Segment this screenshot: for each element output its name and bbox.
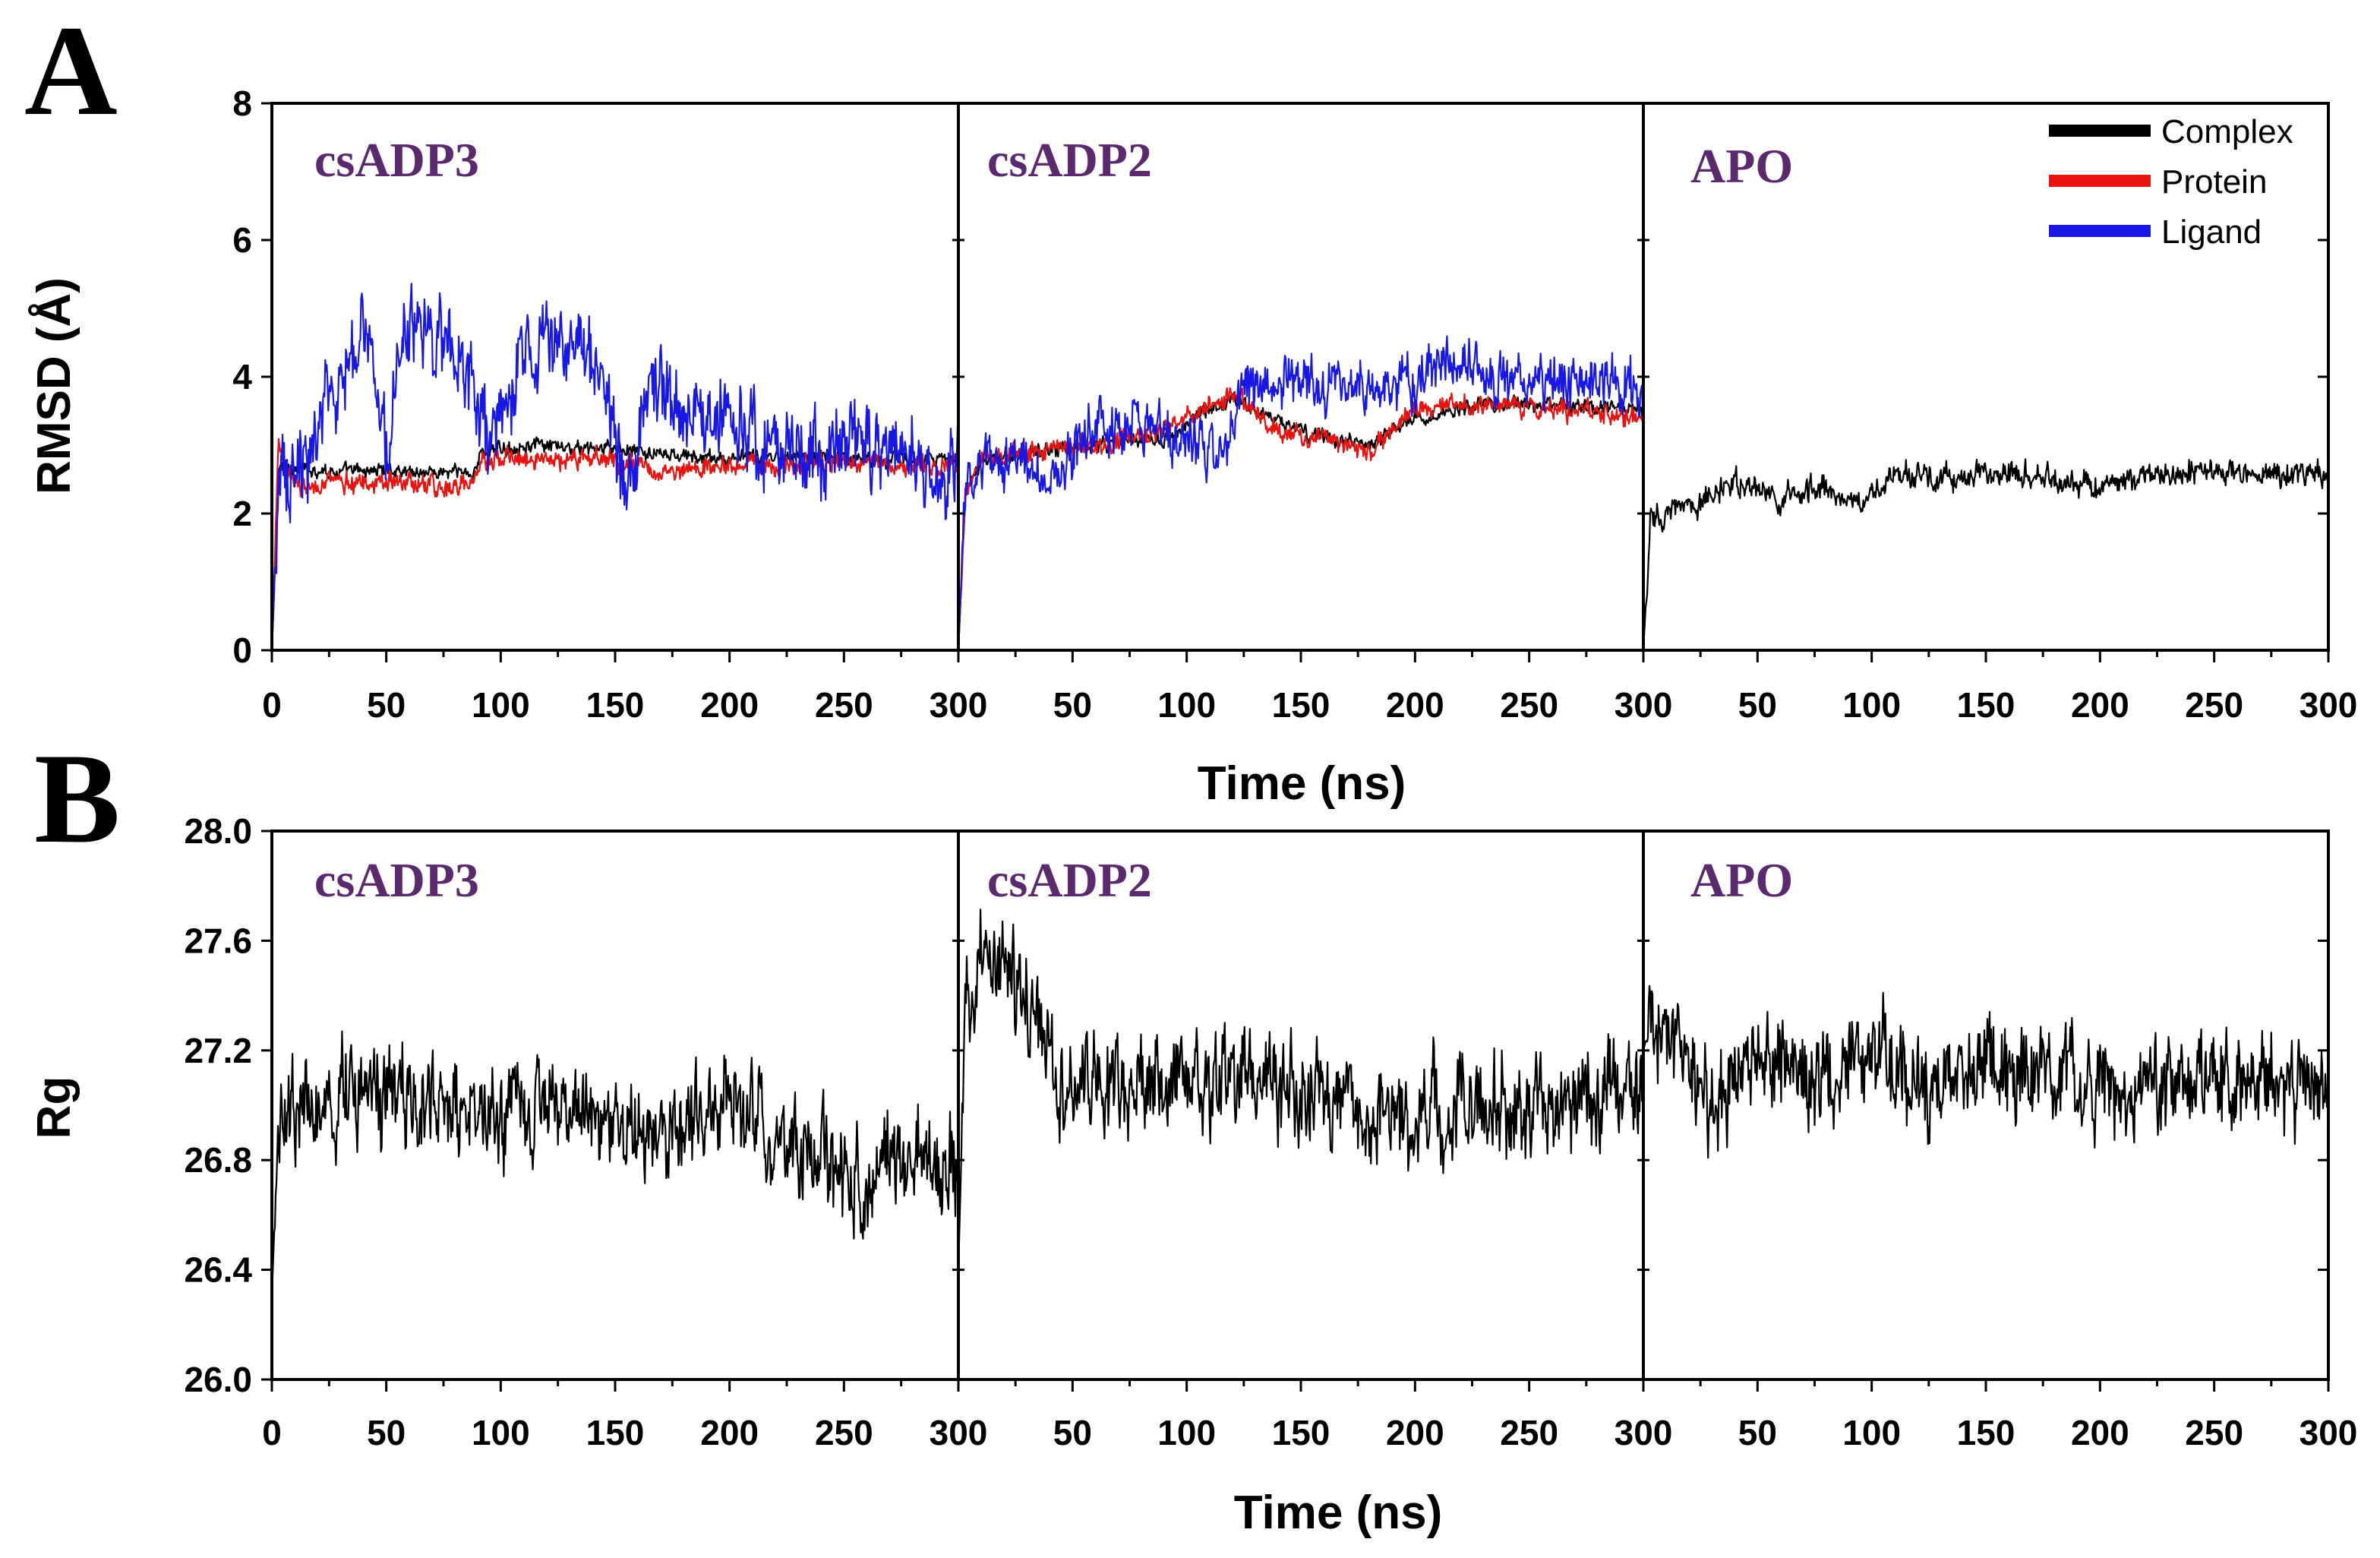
- ylabel-b: Rg: [28, 1076, 80, 1139]
- x-tick-label: 250: [815, 1413, 873, 1452]
- x-tick-label: 0: [262, 685, 282, 725]
- legend-label-ligand: Ligand: [2161, 213, 2262, 251]
- x-tick-label: 150: [586, 1413, 645, 1452]
- series-a-1-protein: [957, 387, 1645, 651]
- x-tick-label: 100: [1842, 685, 1901, 725]
- y-tick-label: 28.0: [184, 811, 252, 851]
- x-tick-label: 100: [1157, 1413, 1216, 1452]
- x-tick-label: 150: [1957, 685, 2015, 725]
- subplot-title-b-2: APO: [1690, 853, 1793, 907]
- subplot-title-a-0: csADP3: [314, 133, 479, 187]
- axes-layer: 0 2 4 6 8 0 50 100 150 200 250 300 50 100 150 200 250 300…: [184, 84, 2357, 1452]
- x-tick-label: 300: [930, 1413, 988, 1452]
- y-tick-label: 4: [232, 357, 252, 397]
- x-tick-label: 200: [700, 1413, 759, 1452]
- x-tick-label: 200: [700, 685, 759, 725]
- x-tick-label: 100: [472, 1413, 530, 1452]
- x-tick-label: 50: [1738, 1413, 1777, 1452]
- xlabel-a: Time (ns): [1198, 757, 1406, 810]
- x-tick-label: 50: [1053, 685, 1092, 725]
- x-tick-label: 250: [2185, 685, 2243, 725]
- y-tick-label: 26.0: [184, 1360, 252, 1399]
- x-tick-label: 200: [1386, 1413, 1444, 1452]
- xlabel-b: Time (ns): [1234, 1487, 1442, 1539]
- traces-layer: [270, 283, 2330, 1297]
- x-tick-label: 0: [262, 1413, 282, 1452]
- subplot-title-a-1: csADP2: [987, 133, 1152, 187]
- y-tick-label: 27.2: [184, 1031, 252, 1070]
- series-a-0-ligand: [270, 283, 960, 651]
- x-tick-label: 250: [1500, 685, 1558, 725]
- x-tick-label: 300: [930, 685, 988, 725]
- series-a-2-complex: [1642, 458, 2330, 651]
- legend: Complex Protein Ligand: [2049, 113, 2293, 251]
- x-tick-label: 200: [2071, 1413, 2129, 1452]
- panel-letter-b: B: [34, 727, 120, 870]
- x-tick-label: 100: [1842, 1413, 1901, 1452]
- x-tick-label: 50: [1738, 685, 1777, 725]
- series-b-2-complex: [1642, 984, 2330, 1159]
- series-b-0-complex: [270, 1030, 960, 1297]
- subplot-title-a-2: APO: [1690, 139, 1793, 193]
- y-tick-label: 26.4: [184, 1250, 252, 1290]
- x-tick-label: 100: [472, 685, 530, 725]
- x-tick-label: 50: [1053, 1413, 1092, 1452]
- legend-label-protein: Protein: [2161, 163, 2267, 201]
- y-tick-label: 6: [232, 220, 252, 260]
- x-tick-label: 100: [1157, 685, 1216, 725]
- x-tick-label: 300: [2300, 1413, 2358, 1452]
- ylabel-a: RMSD (Å): [28, 277, 80, 495]
- y-tick-label: 26.8: [184, 1140, 252, 1180]
- x-tick-label: 250: [1500, 1413, 1558, 1452]
- y-tick-label: 8: [232, 84, 252, 123]
- series-b-1-complex: [957, 909, 1645, 1270]
- panel-letter-a: A: [24, 0, 118, 142]
- x-tick-label: 200: [1386, 685, 1444, 725]
- x-tick-label: 300: [1615, 1413, 1673, 1452]
- x-tick-label: 250: [2185, 1413, 2243, 1452]
- series-a-1-ligand: [957, 335, 1645, 651]
- y-tick-label: 27.6: [184, 921, 252, 960]
- y-tick-label: 0: [232, 630, 252, 670]
- x-tick-label: 150: [1272, 685, 1330, 725]
- x-tick-label: 250: [815, 685, 873, 725]
- x-tick-label: 50: [367, 685, 406, 725]
- x-tick-label: 150: [586, 685, 645, 725]
- x-tick-label: 50: [367, 1413, 406, 1452]
- subplot-title-b-0: csADP3: [314, 853, 479, 907]
- x-tick-label: 150: [1272, 1413, 1330, 1452]
- x-tick-label: 300: [1615, 685, 1673, 725]
- legend-label-complex: Complex: [2161, 113, 2293, 150]
- x-tick-label: 200: [2071, 685, 2129, 725]
- x-tick-label: 150: [1957, 1413, 2015, 1452]
- x-tick-label: 300: [2300, 685, 2358, 725]
- subplot-title-b-1: csADP2: [987, 853, 1152, 907]
- y-tick-label: 2: [232, 494, 252, 533]
